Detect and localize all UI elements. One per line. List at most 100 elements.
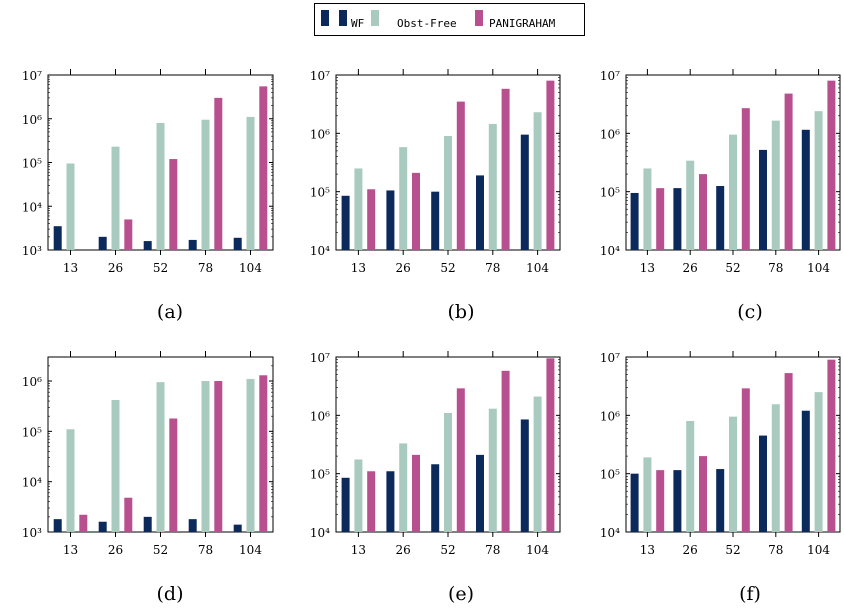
x-tick-label: 13 (63, 543, 78, 557)
bar-wf (341, 195, 350, 250)
x-tick-label: 78 (768, 261, 783, 275)
bar-panigraham (501, 370, 510, 532)
bar-obst-free (156, 382, 165, 532)
bar-wf (143, 516, 152, 532)
bar-panigraham (546, 358, 555, 532)
y-tick-label: 10⁶ (22, 375, 42, 389)
panel-caption: (b) (448, 301, 475, 323)
bar-panigraham (784, 93, 793, 250)
y-tick-label: 10⁶ (600, 409, 620, 423)
x-tick-label: 26 (683, 261, 698, 275)
bar-obst-free (111, 146, 120, 250)
legend-label-obst-free: Obst-Free (397, 17, 457, 30)
x-tick-label: 52 (153, 261, 168, 275)
bar-panigraham (367, 471, 376, 532)
x-tick-label: 78 (485, 261, 500, 275)
bar-obst-free (354, 459, 363, 532)
panel-caption: (d) (157, 583, 184, 605)
y-tick-label: 10⁵ (310, 468, 330, 482)
bar-wf (386, 471, 395, 532)
y-tick-label: 10⁵ (600, 468, 620, 482)
bar-panigraham (656, 470, 665, 532)
bar-panigraham (124, 219, 133, 250)
legend-label-wf: WF (351, 17, 365, 30)
bar-panigraham (169, 418, 178, 532)
bar-panigraham (79, 514, 88, 532)
bar-obst-free (354, 168, 363, 250)
x-tick-label: 104 (239, 261, 262, 275)
panel-caption: (f) (739, 583, 761, 605)
y-tick-label: 10⁷ (22, 69, 42, 83)
x-tick-label: 26 (683, 543, 698, 557)
y-tick-label: 10⁶ (22, 113, 42, 127)
x-tick-label: 26 (108, 543, 123, 557)
bar-obst-free (444, 136, 452, 250)
bar-obst-free (66, 429, 75, 532)
bar-obst-free (444, 412, 452, 532)
bar-panigraham (259, 375, 268, 532)
x-tick-label: 26 (396, 261, 411, 275)
panel-caption: (a) (157, 301, 183, 323)
bar-obst-free (533, 396, 542, 532)
bar-wf (716, 186, 725, 250)
y-tick-label: 10⁶ (600, 127, 620, 141)
bar-panigraham (169, 159, 178, 250)
x-tick-label: 78 (198, 543, 213, 557)
x-tick-label: 78 (485, 543, 500, 557)
legend-swatch-obst-free (371, 10, 379, 26)
bar-wf (98, 236, 107, 250)
y-tick-label: 10⁵ (22, 425, 42, 439)
x-tick-label: 52 (153, 543, 168, 557)
bar-obst-free (729, 416, 737, 532)
bar-wf (520, 134, 529, 250)
x-tick-label: 13 (351, 543, 366, 557)
bar-panigraham (501, 88, 510, 250)
bar-obst-free (111, 399, 120, 532)
bar-panigraham (412, 454, 420, 532)
y-tick-label: 10⁴ (22, 476, 42, 490)
bar-obst-free (814, 392, 823, 532)
bar-panigraham (827, 359, 836, 532)
bar-obst-free (643, 168, 652, 250)
panel-caption: (e) (448, 583, 474, 605)
bar-obst-free (771, 120, 780, 251)
y-tick-label: 10³ (22, 526, 42, 540)
x-tick-label: 52 (440, 543, 455, 557)
bar-wf (716, 469, 725, 532)
x-tick-label: 13 (63, 261, 78, 275)
y-tick-label: 10⁷ (600, 351, 620, 365)
y-tick-label: 10⁵ (22, 157, 42, 171)
bar-panigraham (456, 388, 465, 532)
bar-wf (520, 419, 529, 532)
legend-swatch-panigraham (475, 10, 483, 26)
bar-obst-free (201, 119, 210, 250)
bar-wf (386, 190, 395, 250)
bar-wf (53, 226, 62, 250)
x-tick-label: 104 (807, 543, 830, 557)
y-tick-label: 10⁴ (22, 200, 42, 214)
y-tick-label: 10⁷ (310, 69, 330, 83)
y-tick-label: 10⁴ (600, 244, 620, 258)
bar-panigraham (699, 456, 707, 532)
x-tick-label: 13 (351, 261, 366, 275)
bar-obst-free (246, 116, 255, 250)
bar-obst-free (643, 457, 652, 532)
y-tick-label: 10⁴ (600, 526, 620, 540)
y-tick-label: 10⁶ (310, 127, 330, 141)
bar-panigraham (367, 189, 376, 250)
bar-wf (673, 188, 682, 250)
bar-panigraham (259, 86, 268, 250)
bar-panigraham (456, 101, 465, 250)
y-tick-label: 10⁴ (310, 244, 330, 258)
bar-panigraham (741, 108, 750, 251)
x-tick-label: 104 (807, 261, 830, 275)
bar-wf (233, 524, 242, 532)
x-tick-label: 104 (239, 543, 262, 557)
bar-obst-free (686, 160, 695, 250)
legend-swatch-wf (339, 10, 347, 26)
bar-wf (801, 410, 810, 532)
bar-obst-free (246, 378, 255, 532)
bar-obst-free (156, 122, 165, 250)
panel-caption: (c) (737, 301, 762, 323)
